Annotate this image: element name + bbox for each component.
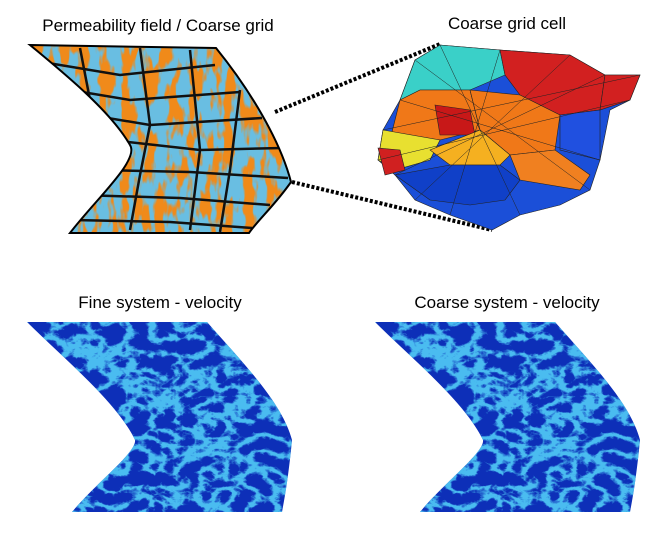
panel-title: Coarse system - velocity (414, 293, 600, 312)
coarse-grid-cell (377, 44, 641, 231)
panel-title: Fine system - velocity (78, 293, 242, 312)
zoom-connector (274, 42, 493, 232)
coarse-velocity-field (375, 322, 640, 512)
panel-title: Permeability field / Coarse grid (42, 16, 273, 35)
panel-title: Coarse grid cell (448, 14, 566, 33)
permeability-field (29, 44, 292, 234)
fine-velocity-field (27, 322, 292, 512)
